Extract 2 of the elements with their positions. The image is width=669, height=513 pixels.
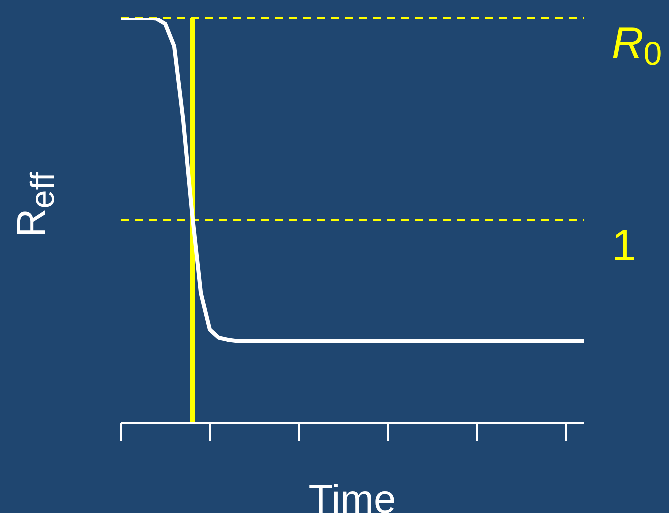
ref-line-label: 1: [612, 221, 636, 270]
ref-line-label: R$_{0}$: [612, 18, 662, 72]
